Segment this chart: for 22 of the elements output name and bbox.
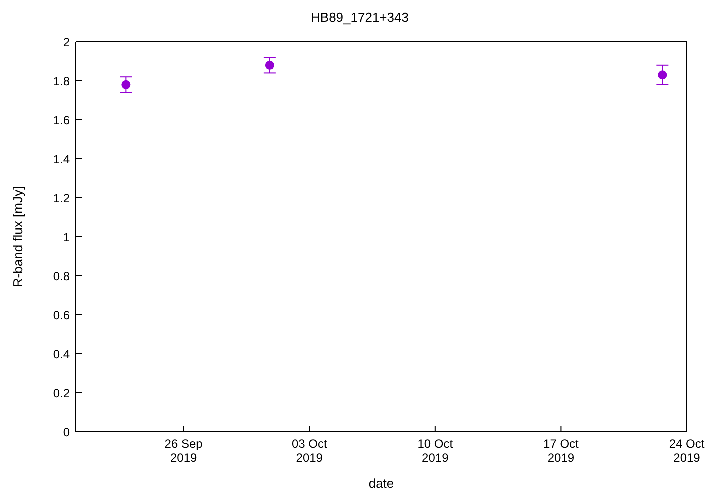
y-tick-label: 1.8 <box>53 74 70 88</box>
x-tick-label: 03 Oct 2019 <box>292 437 328 465</box>
y-tick-label: 1.6 <box>53 113 70 128</box>
x-tick-label: 26 Sep 2019 <box>164 437 204 465</box>
chart-title: HB89_1721+343 <box>310 10 410 25</box>
y-tick-label: 1.4 <box>53 152 70 166</box>
point <box>122 80 131 90</box>
y-axis-title: R-band flux [mJy] <box>10 186 26 288</box>
y-tick-label: 0.4 <box>53 347 70 362</box>
y-tick-label: 2 <box>63 35 70 50</box>
y-tick-label: 1.2 <box>53 191 70 206</box>
y-tick-label: 0.8 <box>53 269 70 284</box>
y-tick-label: 0.6 <box>53 308 70 322</box>
point <box>658 70 668 80</box>
x-axis-title: date <box>368 476 394 491</box>
y-tick-label: 0.2 <box>53 386 70 400</box>
point <box>265 60 274 70</box>
x-tick-label: 17 Oct 2019 <box>544 437 580 465</box>
y-tick-label: 1 <box>63 230 70 244</box>
x-tick-label: 24 Oct 2019 <box>669 437 706 465</box>
x-tick-label: 10 Oct 2019 <box>418 437 454 465</box>
y-tick-label: 0 <box>63 425 70 440</box>
